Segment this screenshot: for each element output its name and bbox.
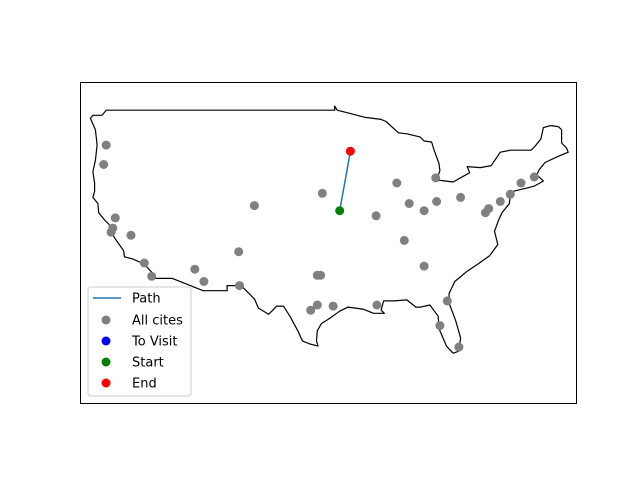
- city-point: [371, 211, 381, 221]
- city-point: [516, 178, 526, 188]
- city-point: [442, 296, 452, 306]
- legend: Path All cites To Visit Start End: [87, 286, 192, 397]
- city-point: [328, 301, 338, 311]
- city-point: [234, 247, 244, 257]
- city-point: [249, 201, 259, 211]
- legend-path-label: Path: [132, 292, 161, 307]
- legend-box: [87, 286, 192, 397]
- legend-start-label: Start: [132, 356, 164, 371]
- city-point: [190, 264, 200, 274]
- city-point: [110, 213, 120, 223]
- city-point: [529, 172, 539, 182]
- end-point: [345, 146, 355, 156]
- city-point: [454, 342, 464, 352]
- legend-end-label: End: [132, 377, 157, 392]
- city-point: [399, 235, 409, 245]
- city-point: [101, 140, 111, 150]
- legend-all-cities-label: All cites: [132, 314, 183, 329]
- city-point: [419, 206, 429, 216]
- city-point: [139, 258, 149, 268]
- us-border-outline: [89, 105, 569, 354]
- city-point: [306, 305, 316, 315]
- legend-to-visit-marker: [101, 336, 111, 346]
- city-point: [106, 227, 116, 237]
- city-point: [235, 281, 244, 291]
- legend-start-marker: [101, 357, 111, 367]
- city-point: [317, 188, 327, 198]
- legend-to-visit-label: To Visit: [131, 335, 178, 350]
- city-point: [484, 204, 494, 214]
- city-point: [419, 261, 429, 271]
- city-point: [372, 300, 382, 310]
- city-point: [432, 197, 442, 206]
- route-path-line: [338, 151, 352, 211]
- city-point: [147, 271, 157, 281]
- city-points-layer: [99, 140, 539, 352]
- city-point: [199, 277, 209, 286]
- legend-all-cities-marker: [101, 315, 111, 325]
- path-layer: [338, 151, 352, 211]
- city-point: [392, 178, 402, 188]
- us-border-layer: [89, 105, 569, 354]
- city-point: [495, 197, 505, 206]
- legend-end-marker: [101, 378, 111, 388]
- city-point: [505, 189, 515, 199]
- city-point: [435, 321, 445, 331]
- city-point: [456, 192, 466, 202]
- city-point: [431, 173, 441, 183]
- city-point: [404, 199, 414, 208]
- city-point: [99, 160, 109, 169]
- city-point: [312, 300, 322, 310]
- city-point: [316, 270, 326, 280]
- start-point: [335, 206, 345, 216]
- city-point: [126, 230, 136, 240]
